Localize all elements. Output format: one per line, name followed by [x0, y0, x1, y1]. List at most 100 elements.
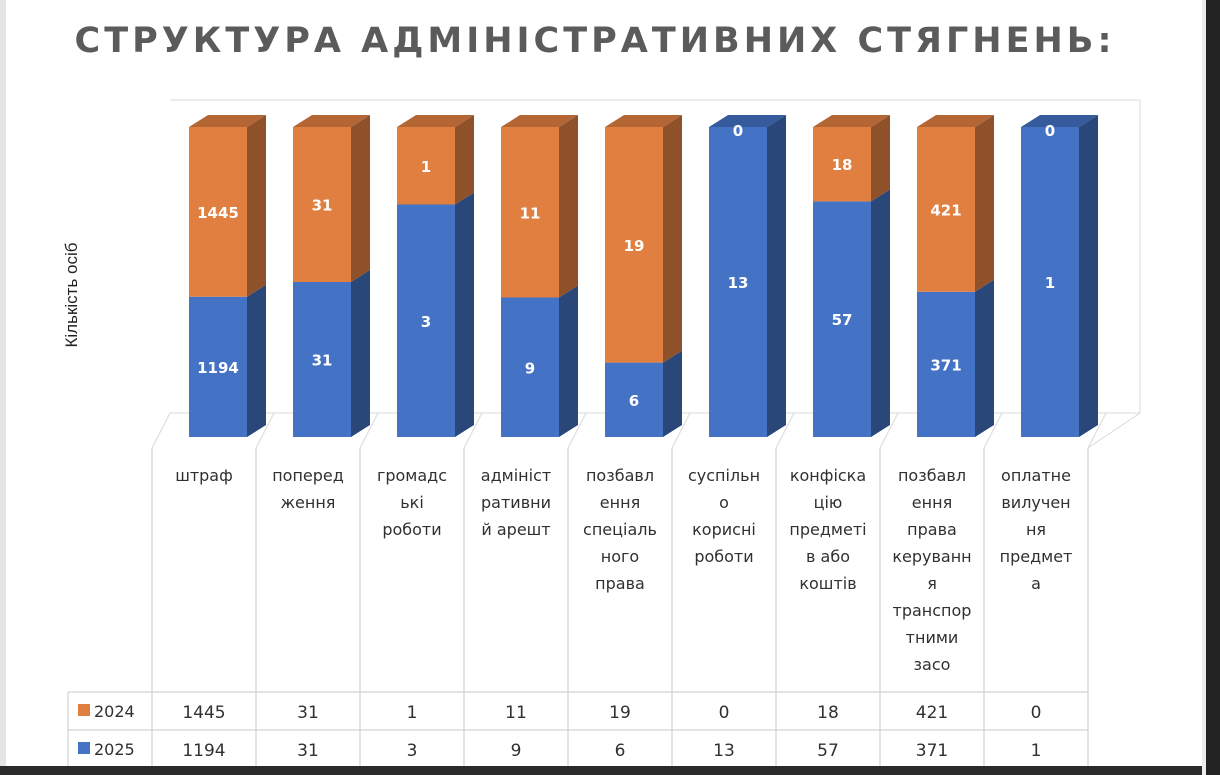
table-cell-value: 18	[817, 703, 839, 723]
bar-2025	[1021, 127, 1079, 437]
bar-top-face	[501, 115, 578, 127]
bar-2025	[293, 282, 351, 437]
floor-divider	[983, 412, 1003, 449]
data-label-2024: 0	[733, 122, 743, 140]
category-label: тними	[906, 628, 959, 647]
category-label: засо	[914, 655, 951, 674]
bar-2024	[917, 127, 975, 292]
bar-stack: 371 421	[917, 115, 994, 437]
floor-divider	[671, 412, 691, 449]
bar-2024	[813, 127, 871, 202]
bar-2025	[709, 127, 767, 437]
category-label: суспільн	[688, 466, 760, 485]
table-cell-value: 1	[407, 703, 418, 723]
category-label: ження	[281, 493, 336, 512]
bar-stack: 1194 1445	[189, 115, 266, 437]
table-cell-value: 9	[511, 741, 522, 761]
bar-top-face	[189, 115, 266, 127]
bar-top-face	[709, 115, 786, 127]
bar-2025-side	[351, 270, 370, 437]
bar-2024-side	[663, 115, 682, 363]
category-label: ення	[600, 493, 640, 512]
data-label-2024: 1445	[197, 204, 239, 222]
bar-2025-side	[1079, 115, 1098, 437]
data-label-2024: 31	[312, 197, 333, 215]
bar-top-face	[813, 115, 890, 127]
bar-2024-side	[975, 115, 994, 292]
bar-2025	[189, 296, 247, 437]
data-label-2025: 6	[629, 392, 639, 410]
category-label: предмет	[1000, 547, 1073, 566]
y-axis-label: Кількість осіб	[62, 242, 81, 347]
bar-2025	[501, 297, 559, 437]
table-cell-value: 371	[916, 741, 948, 761]
bar-2025	[813, 201, 871, 437]
bar-stack: 31	[397, 115, 474, 437]
bar-2024-side	[455, 115, 474, 205]
category-label: спеціаль	[583, 520, 657, 539]
bar-2024-side	[351, 115, 370, 282]
legend-key-2024	[78, 704, 90, 716]
data-label-2025: 57	[832, 311, 853, 329]
table-cell-value: 13	[713, 741, 735, 761]
data-label-2024: 421	[930, 201, 961, 219]
floor-divider	[775, 412, 795, 449]
floor-divider	[359, 412, 379, 449]
category-label: вилучен	[1001, 493, 1070, 512]
bar-2025	[397, 204, 455, 437]
data-label-2025: 31	[312, 352, 333, 370]
data-label-2025: 1	[1045, 274, 1055, 292]
bar-stack: 13 0	[709, 115, 786, 437]
bar-2024-side	[247, 115, 266, 297]
category-label: права	[595, 574, 645, 593]
category-label: поперед	[272, 466, 344, 485]
table-cell-value: 6	[615, 741, 626, 761]
table-cell-value: 1194	[182, 741, 225, 761]
bar-top-face	[397, 115, 474, 127]
category-label: громадс	[377, 466, 447, 485]
category-label: я	[927, 574, 937, 593]
bar-2025	[605, 362, 663, 437]
category-label: а	[1031, 574, 1041, 593]
bar-2025-side	[455, 192, 474, 437]
data-table: штраф поперед ження громадс ькі роботи адмініс…	[67, 448, 1089, 766]
table-cell-value: 0	[1031, 703, 1042, 723]
category-label: й арешт	[481, 520, 550, 539]
category-label: керуванн	[892, 547, 971, 566]
data-label-2025: 9	[525, 359, 535, 377]
category-label: оплатне	[1001, 466, 1071, 485]
floor-right-edge	[1087, 412, 1141, 449]
bar-top-face	[293, 115, 370, 127]
floor-divider	[255, 412, 275, 449]
bar-2025	[917, 291, 975, 437]
data-label-2025: 3	[421, 313, 431, 331]
category-label: цію	[814, 493, 843, 512]
category-label: адмініст	[481, 466, 551, 485]
bar-2024	[605, 127, 663, 363]
category-label: ення	[912, 493, 952, 512]
screen-frame-bottom	[0, 766, 1202, 775]
bar-stack: 9 11	[501, 115, 578, 437]
category-label: ративни	[481, 493, 551, 512]
category-label: ного	[601, 547, 639, 566]
data-label-2024: 0	[1045, 122, 1055, 140]
data-label-2024: 18	[832, 156, 853, 174]
category-label: позбавл	[898, 466, 966, 485]
category-label: права	[907, 520, 957, 539]
bar-2025-side	[767, 115, 786, 437]
bar-stack: 57 18	[813, 115, 890, 437]
bar-top-face	[917, 115, 994, 127]
data-label-2024: 11	[520, 204, 541, 222]
table-cell-value: 31	[297, 741, 319, 761]
bar-2024	[189, 127, 247, 297]
bar-stack: 10	[1021, 115, 1098, 437]
bar-stack: 6 19	[605, 115, 682, 437]
category-label: позбавл	[586, 466, 654, 485]
stacked-column-chart: СТРУКТУРА АДМІНІСТРАТИВНИХ СТЯГНЕНЬ: Кіл…	[62, 21, 1141, 766]
screen-frame-right	[1202, 0, 1220, 775]
legend-series-name: 2024	[94, 702, 135, 721]
table-cell-value: 3	[407, 741, 418, 761]
category-label: роботи	[694, 547, 753, 566]
bar-top-face	[1021, 115, 1098, 127]
chart-title: СТРУКТУРА АДМІНІСТРАТИВНИХ СТЯГНЕНЬ:	[75, 21, 1116, 61]
